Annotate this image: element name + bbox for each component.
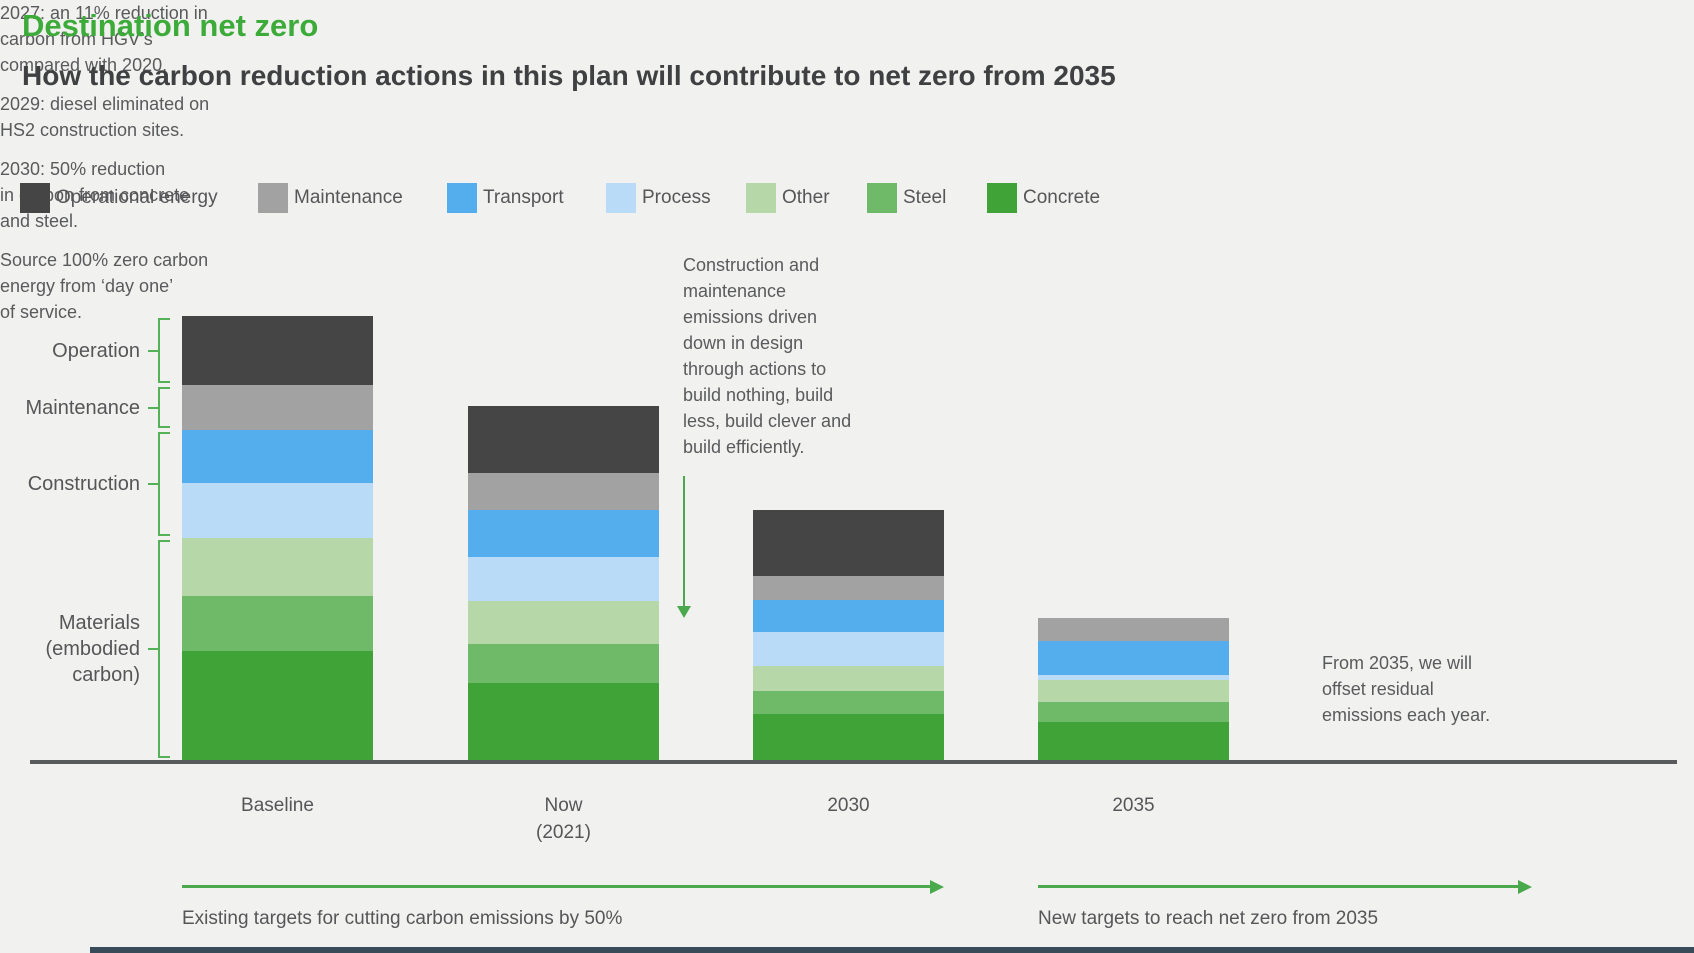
legend-item-process: Process — [606, 183, 711, 213]
milestone-2029: 2029: diesel eliminated on HS2 construct… — [0, 94, 210, 140]
bracket-label-tick — [148, 349, 158, 352]
legend-swatch — [987, 183, 1017, 213]
bracket-bottom-nub — [160, 534, 170, 536]
bar-segment-maintenance — [182, 385, 373, 430]
bar-segment-concrete — [1038, 722, 1229, 760]
bracket-label-tick — [148, 406, 158, 409]
new-targets-arrow — [1038, 880, 1532, 894]
bar-segment-maintenance — [468, 473, 659, 510]
legend-label: Other — [782, 187, 830, 208]
bracket-materials — [148, 540, 170, 758]
bracket-top-nub — [160, 432, 170, 434]
milestone-2027: 2027: an 11% reduction in carbon from HG… — [0, 3, 208, 75]
bar-segment-other — [182, 538, 373, 596]
legend-swatch — [867, 183, 897, 213]
category-label-2030: 2030 — [827, 795, 870, 816]
bar-2030 — [753, 510, 944, 760]
legend-swatch — [606, 183, 636, 213]
bracket-bottom-nub — [160, 381, 170, 383]
bracket-top-nub — [160, 540, 170, 542]
y-group-label-operation: Operation — [52, 340, 140, 362]
category-label-2035: 2035 — [1112, 795, 1155, 816]
down-arrow — [677, 476, 691, 618]
bar-segment-maintenance — [753, 576, 944, 600]
right-arrow-head-icon — [930, 880, 944, 894]
legend-label: Transport — [483, 187, 564, 208]
milestone-annotations: 2027: an 11% reduction in carbon from HG… — [0, 0, 1694, 325]
legend-swatch — [258, 183, 288, 213]
bar-segment-process — [1038, 675, 1229, 680]
down-arrow-head-icon — [677, 606, 691, 618]
existing-targets-arrow — [182, 880, 944, 894]
bar-segment-transport — [182, 430, 373, 483]
bracket-bottom-nub — [160, 756, 170, 758]
bar-segment-other — [1038, 680, 1229, 702]
bracket-maintenance — [148, 387, 170, 428]
legend-swatch — [20, 183, 50, 213]
bar-baseline — [182, 316, 373, 760]
bracket-label-tick — [148, 483, 158, 485]
bar-2035 — [1038, 618, 1229, 760]
bar-segment-process — [468, 557, 659, 601]
legend-item-other: Other — [746, 183, 830, 213]
bar-segment-transport — [468, 510, 659, 557]
y-group-label-construction: Construction — [27, 473, 140, 495]
y-group-label-materials: Materials (embodied carbon) — [45, 612, 140, 686]
bar-segment-steel — [753, 691, 944, 714]
page-subtitle: How the carbon reduction actions in this… — [22, 60, 1116, 91]
bar-segment-transport — [753, 600, 944, 632]
bar-now — [468, 406, 659, 760]
bracket-top-nub — [160, 387, 170, 389]
bar-segment-steel — [182, 596, 373, 651]
new-targets-caption: New targets to reach net zero from 2035 — [1038, 908, 1379, 929]
bar-segment-maintenance — [1038, 618, 1229, 641]
right-arrow-head-icon — [1518, 880, 1532, 894]
bar-segment-steel — [1038, 702, 1229, 722]
cutoff-footer-strip — [90, 947, 1694, 953]
milestone-2030: 2030: 50% reduction in carbon from concr… — [0, 159, 190, 231]
y-group-label-maintenance: Maintenance — [25, 397, 140, 419]
page-title: Destination net zero — [22, 8, 319, 43]
bar-segment-operational-energy — [182, 316, 373, 385]
bracket-label-tick — [148, 648, 158, 650]
legend-swatch — [447, 183, 477, 213]
bar-segment-concrete — [468, 683, 659, 760]
bar-segment-process — [753, 632, 944, 666]
bracket-bottom-nub — [160, 426, 170, 428]
legend-item-concrete: Concrete — [987, 183, 1100, 213]
x-axis-line — [30, 760, 1677, 764]
milestone-zero-carbon-energy: Source 100% zero carbon energy from ‘day… — [0, 250, 209, 322]
existing-targets-caption: Existing targets for cutting carbon emis… — [182, 908, 623, 929]
bracket-construction — [148, 432, 170, 536]
bar-segment-steel — [468, 644, 659, 683]
legend-item-operational-energy: Operational energy — [20, 183, 218, 213]
legend-label: Concrete — [1023, 187, 1101, 208]
category-label-baseline: Baseline — [241, 795, 314, 816]
bar-segment-concrete — [182, 651, 373, 760]
legend-item-maintenance: Maintenance — [258, 183, 403, 213]
construction-annotation: Construction and maintenance emissions d… — [683, 255, 852, 457]
legend-label: Operational energy — [56, 187, 218, 208]
bar-segment-other — [753, 666, 944, 691]
bar-segment-transport — [1038, 641, 1229, 675]
bar-segment-concrete — [753, 714, 944, 760]
legend-label: Steel — [903, 187, 947, 208]
legend-swatch — [746, 183, 776, 213]
legend-item-steel: Steel — [867, 183, 946, 213]
bar-segment-operational-energy — [468, 406, 659, 473]
bar-segment-other — [468, 601, 659, 644]
legend-label: Process — [642, 187, 711, 208]
legend-label: Maintenance — [294, 187, 403, 208]
bracket-operation — [148, 318, 170, 383]
category-label-now: Now (2021) — [536, 795, 591, 843]
legend-item-transport: Transport — [447, 183, 564, 213]
bracket-top-nub — [160, 318, 170, 320]
bar-segment-operational-energy — [753, 510, 944, 576]
offset-annotation: From 2035, we will offset residual emiss… — [1322, 653, 1491, 725]
bar-segment-process — [182, 483, 373, 538]
